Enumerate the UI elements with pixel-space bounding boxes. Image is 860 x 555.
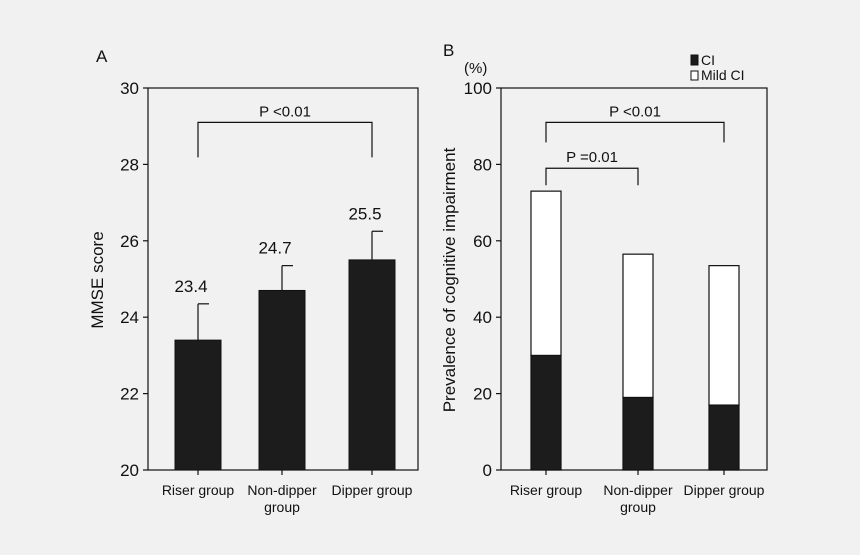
legend-swatch-mild-ci <box>690 70 699 81</box>
y-tick-label: 28 <box>120 155 139 174</box>
significance-bracket <box>197 121 373 158</box>
data-label: 24.7 <box>258 239 291 258</box>
y-tick-label: 26 <box>120 232 139 251</box>
significance-bracket <box>545 167 639 186</box>
bar-ci <box>708 404 740 471</box>
panel-a-label: A <box>96 47 108 66</box>
x-tick-label: Riser group <box>162 482 235 498</box>
bar-mild-ci <box>622 253 654 399</box>
legend: CI Mild CI <box>690 52 745 83</box>
x-tick-label: Non-dipper group <box>247 482 317 515</box>
bar <box>174 339 222 471</box>
panel-b-label: B <box>443 41 454 60</box>
legend-label-ci: CI <box>701 52 715 68</box>
bar <box>348 259 396 471</box>
x-tick-label: Non-dipper group <box>603 482 673 515</box>
bar-mild-ci <box>530 190 562 356</box>
significance-bracket <box>545 121 725 143</box>
y-tick-label: 20 <box>473 385 492 404</box>
x-tick-label: Dipper group <box>332 482 413 498</box>
y-tick-label: 60 <box>473 232 492 251</box>
y-tick-label: 24 <box>120 308 139 327</box>
bar <box>258 289 306 471</box>
significance-label: P =0.01 <box>566 149 618 166</box>
x-tick-label: Riser group <box>510 482 583 498</box>
significance-label: P <0.01 <box>609 103 661 120</box>
bar-mild-ci <box>708 265 740 406</box>
y-tick-label: 80 <box>473 155 492 174</box>
y-tick-label: 100 <box>464 79 492 98</box>
panel-b-plot: 0 20 40 60 80 100 Riser group Non-dipper group Di… <box>464 79 768 515</box>
bar-ci <box>530 354 562 471</box>
panel-b-unit: (%) <box>464 60 487 77</box>
legend-label-mild-ci: Mild CI <box>701 67 745 83</box>
significance-label: P <0.01 <box>259 103 311 120</box>
data-label: 23.4 <box>174 277 207 296</box>
panel-a-ylabel: MMSE score <box>88 231 107 328</box>
y-tick-label: 40 <box>473 308 492 327</box>
bar-ci <box>622 396 654 471</box>
panel-b-ylabel: Prevalence of cognitive impairment <box>440 147 459 412</box>
x-tick-label: Dipper group <box>684 482 765 498</box>
y-tick-label: 20 <box>120 461 139 480</box>
y-tick-label: 22 <box>120 385 139 404</box>
y-tick-label: 0 <box>483 461 492 480</box>
data-label: 25.5 <box>348 204 381 223</box>
y-tick-label: 30 <box>120 79 139 98</box>
legend-swatch-ci <box>690 54 699 66</box>
panel-a-plot: 20 22 24 26 28 30 Riser group Non-dipper group Di… <box>120 79 419 515</box>
